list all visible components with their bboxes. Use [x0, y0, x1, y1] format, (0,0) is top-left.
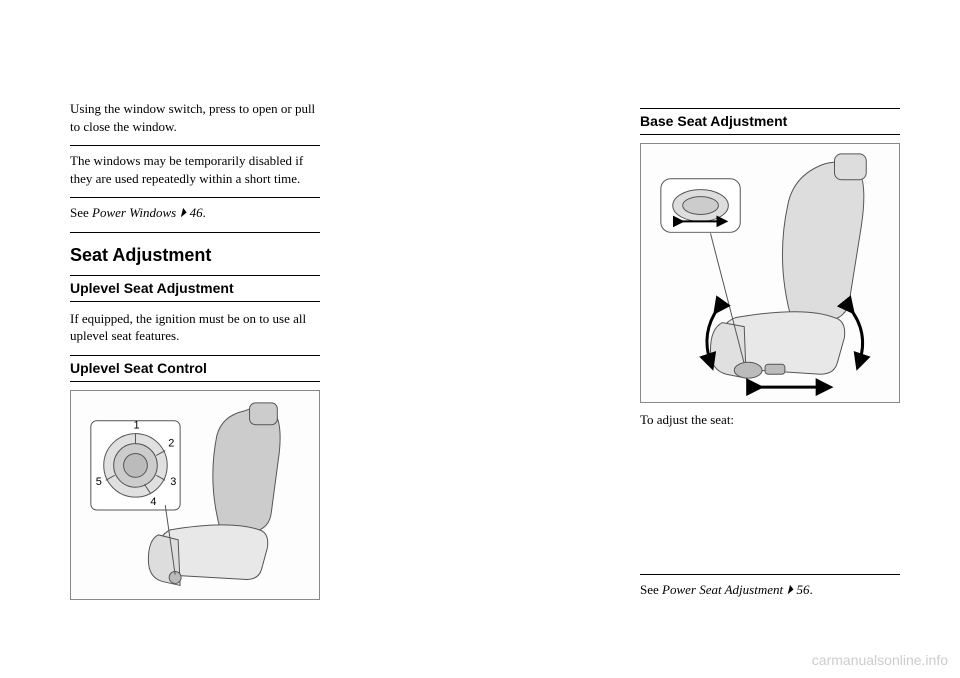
uplevel-ignition-text: If equipped, the ignition must be on to … — [70, 310, 320, 345]
see-power-windows: See Power Windows ⏵ 46. — [70, 204, 320, 222]
divider — [70, 197, 320, 198]
divider — [640, 574, 900, 575]
window-switch-text: Using the window switch, press to open o… — [70, 100, 320, 135]
dial-label-3: 3 — [170, 476, 176, 488]
see-ref-page: 56 — [797, 582, 810, 597]
see-suffix: . — [203, 205, 206, 220]
see-power-seat: See Power Seat Adjustment ⏵ 56. — [640, 581, 900, 599]
column-2 — [360, 100, 600, 609]
dial-label-2: 2 — [168, 437, 174, 449]
dial-label-1: 1 — [133, 420, 139, 432]
windows-disabled-text: The windows may be temporarily disabled … — [70, 152, 320, 187]
see-ref-page: 46 — [190, 205, 203, 220]
uplevel-seat-svg: 1 2 3 4 5 — [71, 391, 319, 599]
uplevel-seat-figure: 1 2 3 4 5 — [70, 390, 320, 600]
base-seat-heading: Base Seat Adjustment — [640, 108, 900, 135]
dial-label-4: 4 — [150, 496, 156, 508]
divider — [70, 232, 320, 233]
uplevel-control-heading: Uplevel Seat Control — [70, 355, 320, 382]
watermark: carmanualsonline.info — [812, 651, 948, 670]
base-seat-figure — [640, 143, 900, 403]
see-ref-title: Power Seat Adjustment — [662, 582, 786, 597]
dial-label-5: 5 — [96, 476, 102, 488]
hidden-bullets-region — [640, 438, 900, 568]
page: Using the window switch, press to open o… — [0, 0, 960, 639]
see-ref-title: Power Windows — [92, 205, 179, 220]
to-adjust-text: To adjust the seat: — [640, 411, 900, 429]
uplevel-adjustment-heading: Uplevel Seat Adjustment — [70, 275, 320, 302]
link-arrow-icon: ⏵ — [786, 582, 796, 597]
seat-adjustment-heading: Seat Adjustment — [70, 243, 320, 267]
column-1: Using the window switch, press to open o… — [70, 100, 320, 609]
see-suffix: . — [810, 582, 813, 597]
column-3: Base Seat Adjustment — [640, 100, 900, 609]
base-seat-svg — [641, 144, 899, 402]
see-prefix: See — [70, 205, 92, 220]
see-prefix: See — [640, 582, 662, 597]
divider — [70, 145, 320, 146]
link-arrow-icon: ⏵ — [179, 205, 189, 220]
